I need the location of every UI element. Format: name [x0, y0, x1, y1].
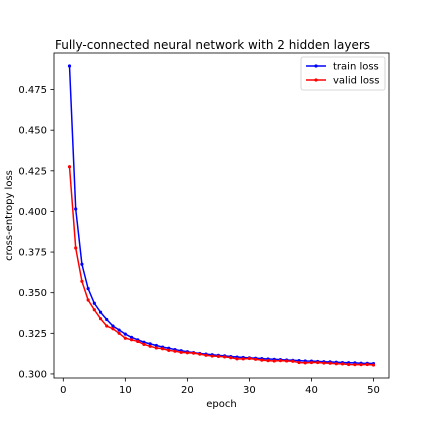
valid-loss-line [68, 166, 374, 366]
train-loss-point [148, 342, 152, 346]
y-tick-label: 0.400 [18, 207, 47, 218]
valid-loss-point [86, 298, 90, 302]
train-loss-point [111, 324, 115, 328]
valid-loss-point [328, 361, 332, 365]
valid-loss-point [334, 362, 338, 366]
valid-loss-point [365, 362, 369, 367]
x-tick-label: 20 [181, 385, 194, 396]
valid-loss-point [309, 360, 314, 365]
valid-loss-point [92, 308, 96, 312]
train-loss-point [98, 310, 103, 314]
train-loss-point [117, 328, 121, 332]
valid-loss-point [160, 347, 165, 351]
plot-frame [53, 52, 390, 379]
valid-loss-point [347, 362, 351, 367]
valid-loss-point [216, 354, 220, 358]
valid-loss-point [117, 331, 121, 335]
valid-loss-point [340, 362, 345, 366]
train-loss-point [105, 317, 109, 322]
y-axis-label: cross-entropy loss [4, 170, 15, 261]
train-loss-point [123, 332, 127, 336]
x-tick-label: 50 [367, 385, 380, 396]
y-tick-label: 0.375 [18, 248, 47, 259]
valid-loss-point [167, 348, 171, 352]
legend-valid-loss-marker [314, 78, 318, 82]
valid-loss-point [371, 363, 376, 367]
train-loss-point [129, 335, 134, 339]
valid-loss-point [98, 317, 103, 321]
valid-loss-point [272, 359, 276, 363]
y-axis: 0.300 0.325 0.350 0.375 0.400 0.425 0.450 0.475 [18, 85, 54, 380]
valid-loss-point [148, 344, 152, 348]
x-axis: 0 10 20 30 40 50 [60, 378, 380, 396]
train-loss-point [92, 301, 96, 305]
valid-loss-point [105, 324, 109, 328]
train-loss-point [74, 207, 78, 211]
valid-loss-point [229, 356, 233, 360]
valid-loss-point [111, 327, 115, 331]
valid-loss-point [173, 349, 177, 353]
valid-loss-point [80, 279, 84, 283]
valid-loss-point [67, 165, 72, 169]
x-tick-label: 0 [60, 385, 66, 396]
y-tick-label: 0.325 [18, 329, 47, 340]
valid-loss-point [210, 354, 214, 358]
valid-loss-point [353, 363, 357, 367]
x-axis-label: epoch [206, 399, 236, 410]
valid-loss-point [74, 246, 78, 250]
valid-loss-point [303, 361, 307, 365]
legend-train-loss-label: train loss [333, 62, 379, 73]
valid-loss-point [359, 363, 363, 367]
train-loss-point [80, 262, 84, 266]
valid-loss-point [185, 351, 189, 355]
x-tick-label: 30 [243, 385, 256, 396]
valid-loss-point [241, 357, 245, 361]
valid-loss-point [254, 357, 258, 361]
y-tick-label: 0.300 [18, 369, 47, 380]
valid-loss-point [278, 359, 283, 363]
valid-loss-point [322, 361, 326, 365]
valid-loss-point [297, 360, 301, 365]
valid-loss-point [316, 360, 320, 365]
valid-loss-point [266, 359, 270, 363]
valid-loss-point [129, 338, 134, 342]
valid-loss-point [291, 359, 295, 363]
valid-loss-point [235, 357, 239, 361]
valid-loss-point [191, 351, 196, 355]
valid-loss-point [198, 352, 202, 356]
valid-loss-point [142, 342, 146, 346]
legend-valid-loss-label: valid loss [333, 76, 379, 87]
train-loss-line [68, 65, 374, 365]
valid-loss-point [260, 358, 264, 362]
y-tick-label: 0.425 [18, 166, 47, 177]
valid-loss-point [154, 346, 158, 350]
valid-loss-point [204, 353, 208, 357]
valid-loss-point [247, 356, 252, 361]
x-tick-label: 40 [305, 385, 318, 396]
valid-loss-point [223, 355, 227, 359]
chart-title: Fully-connected neural network with 2 hi… [55, 38, 370, 52]
valid-loss-point [136, 339, 140, 344]
train-loss-point [86, 287, 90, 291]
plot-lines [67, 64, 376, 367]
legend: train loss valid loss [300, 56, 386, 91]
valid-loss-point [179, 350, 183, 354]
y-tick-label: 0.350 [18, 288, 47, 299]
valid-loss-point [285, 359, 289, 363]
train-loss-point [67, 64, 72, 68]
y-tick-label: 0.475 [18, 85, 47, 96]
valid-loss-point [123, 336, 127, 340]
train-loss-point [154, 343, 158, 348]
x-tick-label: 10 [119, 385, 132, 396]
y-tick-label: 0.450 [18, 126, 47, 137]
legend-train-loss-marker [314, 64, 318, 68]
